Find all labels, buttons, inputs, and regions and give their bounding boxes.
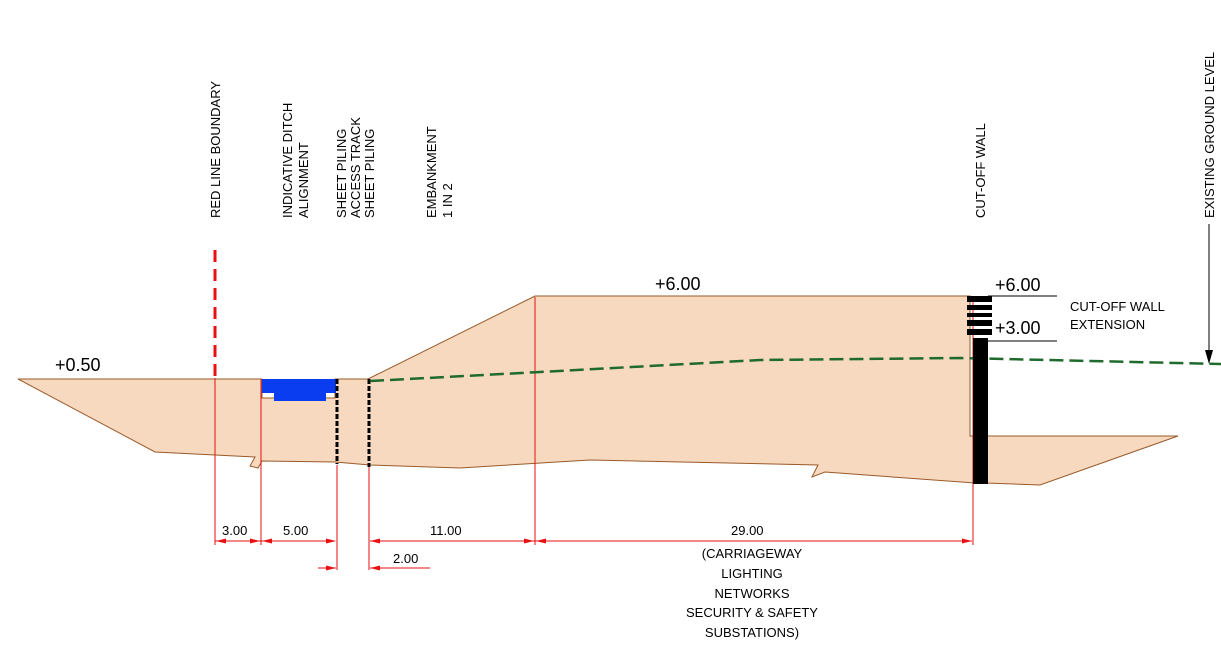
level-wall-mid: +3.00: [995, 318, 1041, 338]
label-embankment-line1: EMBANKMENT: [424, 126, 439, 218]
label-ditch-line1: INDICATIVE DITCH: [280, 103, 295, 218]
carriageway-note-line: SUBSTATIONS): [705, 625, 799, 640]
carriageway-note-line: SECURITY & SAFETY: [686, 605, 818, 620]
existing-ground-line: [369, 356, 1221, 383]
dimension-29-00: 29.00: [731, 523, 764, 538]
label-red-line-boundary: RED LINE BOUNDARY: [208, 81, 223, 218]
existing-ground-arrowhead: [1205, 350, 1213, 364]
label-extension-line1: CUT-OFF WALL: [1070, 299, 1165, 314]
label-sheet-line1: SHEET PILING: [334, 129, 349, 218]
cut-off-wall-extension-block: [967, 313, 992, 317]
cut-off-wall-extension-block: [967, 305, 992, 310]
label-extension-line2: EXTENSION: [1070, 317, 1145, 332]
label-sheet-line3: SHEET PILING: [362, 129, 377, 218]
cut-off-wall-extension-block: [967, 320, 992, 326]
cut-off-wall-extension-block: [967, 296, 992, 302]
dimension-5-00: 5.00: [283, 523, 308, 538]
label-existing-ground: EXISTING GROUND LEVEL: [1202, 52, 1217, 218]
level-crest: +6.00: [655, 274, 701, 294]
carriageway-note-line: (CARRIAGEWAY: [702, 546, 803, 561]
ditch-shape: [262, 379, 336, 401]
label-ditch-line2: ALIGNMENT: [296, 142, 311, 218]
dimension-11-00: 11.00: [430, 523, 462, 538]
carriageway-note-line: LIGHTING: [721, 566, 782, 581]
label-embankment-line2: 1 IN 2: [440, 183, 455, 218]
dimension-2-00: 2.00: [393, 551, 418, 566]
cross-section-body: [17, 295, 1179, 486]
dimension-3-00: 3.00: [222, 523, 247, 538]
label-cut-off-wall: CUT-OFF WALL: [973, 123, 988, 218]
cut-off-wall-extension-block: [967, 329, 992, 335]
carriageway-note: (CARRIAGEWAY LIGHTING NETWORKS SECURITY …: [686, 546, 818, 640]
label-sheet-line2: ACCESS TRACK: [348, 117, 363, 218]
dimension-arrowheads: [216, 538, 972, 571]
level-left: +0.50: [55, 355, 101, 375]
level-wall-top: +6.00: [995, 275, 1041, 295]
carriageway-note-line: NETWORKS: [714, 586, 789, 601]
cut-off-wall: [973, 338, 988, 484]
